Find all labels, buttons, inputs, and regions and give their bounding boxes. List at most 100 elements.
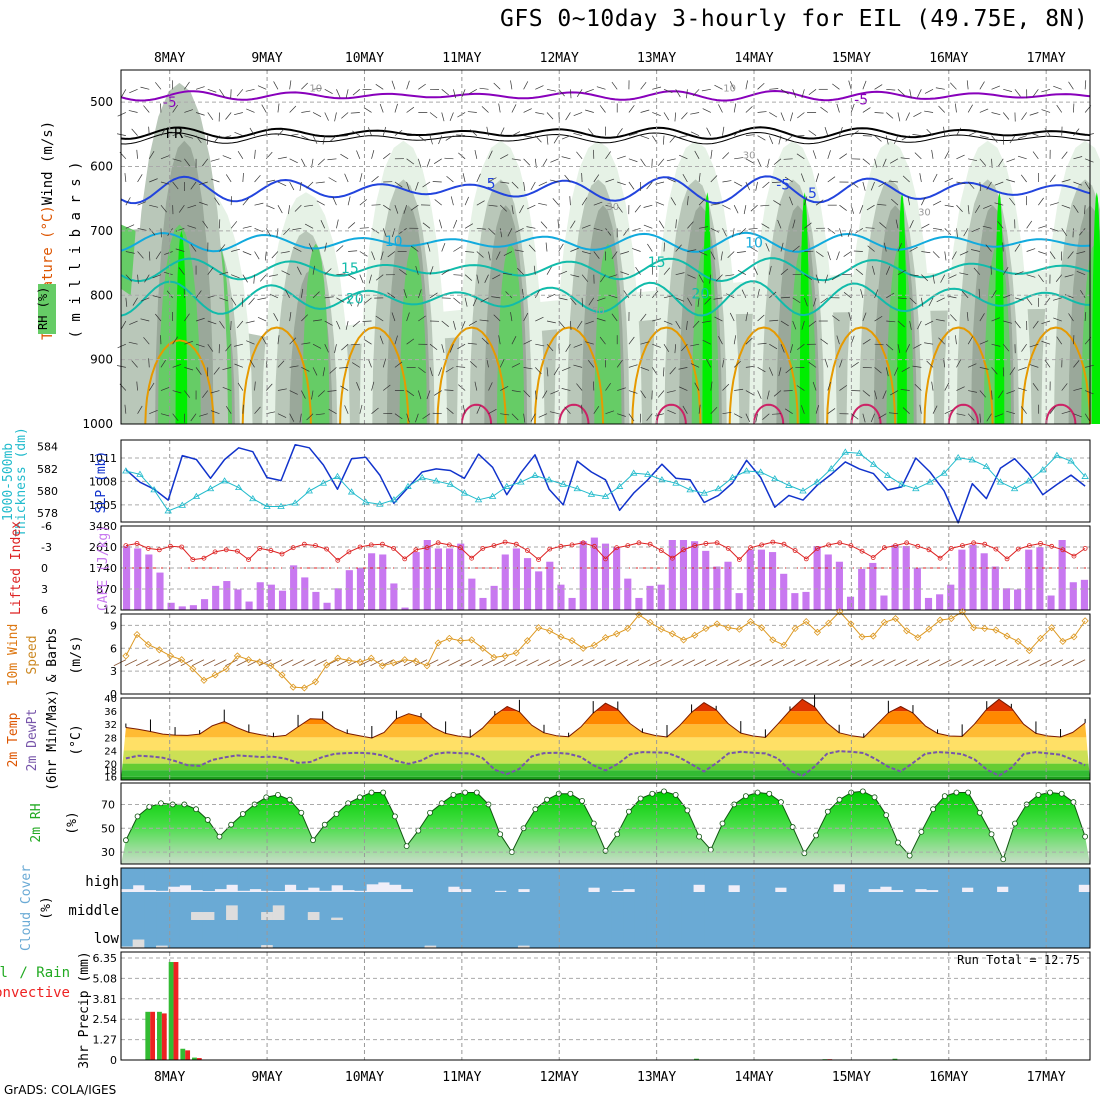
wind-barb	[271, 251, 279, 259]
wind-barb	[745, 365, 755, 368]
cape-bar	[390, 583, 398, 610]
cloud-cell	[156, 868, 169, 891]
wind-barb	[137, 227, 147, 231]
cloud-cell	[144, 868, 157, 891]
cape-bar	[490, 585, 498, 610]
wind-barb	[643, 204, 653, 208]
cape-bar	[134, 548, 142, 610]
wind-marker	[758, 624, 766, 632]
cloud-cell	[984, 868, 998, 892]
wind-barb	[357, 297, 361, 307]
wind-barb	[546, 88, 556, 92]
wind-barb	[439, 219, 443, 229]
wind-barb	[242, 198, 249, 206]
rh-marker	[532, 806, 539, 813]
cloud-cell	[412, 920, 426, 948]
wind-barb	[620, 251, 629, 255]
wind-barb	[832, 83, 840, 90]
wind-barb	[257, 297, 267, 301]
cloud-cell	[961, 920, 974, 948]
thickness-marker	[700, 489, 708, 496]
wind-barb	[427, 242, 431, 252]
wind-barb	[931, 149, 934, 159]
wind-barb	[1038, 225, 1048, 229]
wind-barb	[546, 343, 554, 352]
wind-barb	[628, 413, 635, 422]
wind-marker	[434, 639, 442, 647]
wind-barb	[187, 204, 197, 209]
thickness-marker	[390, 496, 398, 503]
precip-conv-bar	[185, 1050, 191, 1060]
cape-bar	[791, 593, 799, 610]
li-marker	[235, 548, 240, 554]
cape-bar	[902, 546, 910, 610]
wind-barb	[1029, 364, 1039, 368]
wind-barb	[675, 219, 677, 229]
cloud-gap	[517, 945, 531, 948]
rh-marker	[462, 789, 469, 796]
wind-barb	[722, 228, 727, 237]
wind-barb	[561, 135, 571, 140]
wind-barb	[585, 109, 594, 113]
wind-barb	[491, 296, 501, 299]
run-total-label: Run Total = 12.75	[957, 953, 1080, 967]
wind-marker	[780, 641, 788, 649]
wind-barb	[932, 173, 938, 183]
wind-barb	[545, 242, 548, 252]
wind-barb	[225, 174, 232, 183]
wind-barb	[553, 367, 560, 376]
wind-barb	[690, 343, 700, 347]
thickness-marker	[1024, 477, 1033, 484]
rh-marker	[380, 789, 387, 796]
wind-barb	[371, 381, 375, 391]
rh-plume-bright	[1091, 192, 1100, 424]
rh-marker	[579, 797, 586, 804]
contour-label: 30	[918, 207, 931, 218]
li-marker	[692, 543, 698, 548]
wind-barb	[324, 268, 332, 275]
rh-plume-green	[302, 243, 330, 424]
cape-bar	[334, 588, 342, 610]
wind-barb	[839, 385, 848, 391]
rh-marker	[204, 817, 211, 823]
wind-barb	[666, 158, 676, 162]
wind-barb	[143, 337, 150, 345]
cloud-gap	[272, 905, 285, 920]
wind-barb	[254, 174, 261, 183]
rh-plume-bright	[994, 192, 1005, 424]
wind-barb	[780, 268, 789, 275]
wind-barb	[640, 313, 647, 322]
cloud-cell	[1043, 920, 1056, 948]
wind-tick-label: 3	[110, 665, 117, 678]
rh-marker	[345, 800, 352, 807]
rh-marker	[602, 847, 609, 854]
wind-barb	[1085, 133, 1094, 136]
wind-barb	[585, 320, 594, 325]
wind-barb	[1014, 89, 1021, 97]
wind-barb	[634, 204, 641, 213]
wind-barb	[499, 127, 505, 136]
cloud-cell	[681, 920, 694, 948]
thickness-marker	[488, 492, 497, 499]
wind-barb	[994, 181, 1004, 186]
cloud-cell	[833, 892, 846, 920]
li-marker	[201, 555, 207, 561]
surface-wind-barb	[816, 659, 829, 667]
precip-total-bar	[157, 1011, 162, 1060]
li-marker	[525, 548, 530, 553]
cloud-cell	[891, 892, 904, 920]
wind-barb	[1029, 343, 1039, 348]
cloud-cell	[611, 892, 624, 920]
wind-barb	[570, 247, 579, 252]
cloud-cell	[634, 892, 647, 920]
wind-barb	[722, 383, 730, 391]
wind-barb	[935, 87, 945, 90]
wind-barb	[780, 242, 784, 252]
thickness-marker	[855, 449, 864, 456]
li-marker	[658, 548, 664, 553]
wind-marker	[512, 649, 520, 657]
cape-bar	[323, 602, 331, 610]
rh-marker	[263, 794, 270, 801]
wind-barb	[327, 390, 337, 392]
wind-barb	[675, 272, 685, 276]
